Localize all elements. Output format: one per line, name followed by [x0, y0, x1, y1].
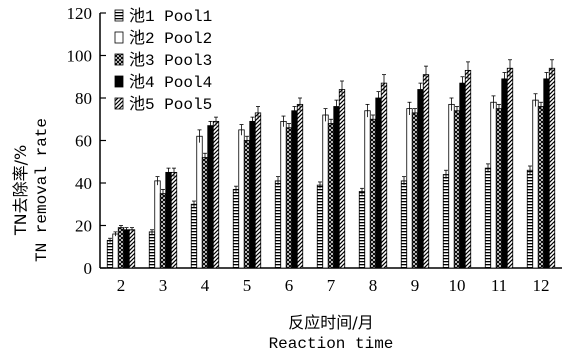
- x-tick-label: 6: [285, 276, 294, 295]
- tick-labels: 0 20 40 60 80 100 120 2 3 4 5 6 7 8 9 10 11 12: [67, 4, 550, 295]
- y-tick-label: 100: [67, 47, 93, 66]
- bar-series-1-cat-10: [442, 174, 450, 269]
- y-axis-title-line2: TN removal rate: [33, 118, 51, 262]
- bar-series-4-cat-11: [501, 78, 508, 269]
- x-tick-label: 4: [201, 276, 210, 295]
- x-tick-label: 2: [117, 276, 126, 295]
- bar-series-2-cat-8: [364, 110, 371, 269]
- bar-series-5-cat-7: [338, 89, 346, 269]
- bar-series-3-cat-3: [159, 193, 167, 269]
- bar-series-4-cat-12: [543, 78, 550, 269]
- bar-series-5-cat-9: [422, 74, 430, 269]
- bar-series-2-cat-11: [490, 101, 497, 269]
- legend-swatch-3: [114, 53, 124, 66]
- bar-series-1-cat-5: [232, 188, 240, 269]
- bar-series-1-cat-2: [106, 239, 114, 269]
- bar-series-3-cat-11: [495, 108, 503, 269]
- bar-series-4-cat-6: [291, 110, 298, 269]
- legend-label-2: 池2 Pool2: [129, 29, 212, 48]
- bar-series-5-cat-6: [296, 103, 304, 269]
- legend: 池1 Pool1 池2 Pool2 池3 Pool3 池4 Pool4 池5 Pool5: [114, 7, 212, 114]
- bar-series-2-cat-12: [532, 99, 539, 269]
- bar-series-2-cat-10: [448, 103, 455, 269]
- x-axis-title-line2: Reaction time: [269, 335, 394, 353]
- bar-series-5-cat-12: [548, 67, 556, 269]
- bar-series-1-cat-11: [484, 167, 492, 269]
- legend-swatch-2: [114, 31, 124, 44]
- x-tick-label: 7: [327, 276, 336, 295]
- bar-series-3-cat-5: [243, 140, 251, 269]
- x-tick-label: 11: [491, 276, 507, 295]
- bar-series-3-cat-7: [327, 123, 335, 269]
- bar-series-3-cat-10: [453, 110, 461, 269]
- bar-series-2-cat-9: [406, 108, 413, 269]
- bar-series-5-cat-3: [170, 171, 178, 269]
- bar-series-4-cat-5: [249, 120, 256, 269]
- bar-series-3-cat-8: [369, 118, 377, 269]
- bars: [106, 59, 556, 269]
- legend-label-5: 池5 Pool5: [129, 95, 212, 114]
- bar-series-4-cat-7: [333, 106, 340, 269]
- y-tick-label: 60: [75, 132, 92, 151]
- bar-series-2-cat-4: [196, 135, 203, 269]
- bar-series-5-cat-5: [254, 112, 262, 269]
- bar-series-2-cat-3: [154, 180, 161, 269]
- bar-series-3-cat-9: [411, 112, 419, 269]
- bar-series-3-cat-12: [537, 106, 545, 269]
- bar-series-4-cat-4: [207, 125, 214, 269]
- y-tick-label: 120: [67, 4, 93, 23]
- bar-series-2-cat-6: [280, 120, 287, 269]
- y-tick-label: 80: [75, 89, 92, 108]
- bar-series-1-cat-9: [400, 180, 408, 269]
- x-tick-label: 12: [533, 276, 550, 295]
- legend-swatch-4: [114, 75, 124, 88]
- bar-series-2-cat-5: [238, 129, 245, 269]
- y-tick-label: 20: [75, 217, 92, 236]
- legend-label-4: 池4 Pool4: [129, 73, 212, 92]
- bar-series-5-cat-4: [212, 120, 220, 269]
- legend-label-3: 池3 Pool3: [129, 51, 212, 70]
- bar-series-5-cat-11: [506, 67, 514, 269]
- x-tick-label: 8: [369, 276, 378, 295]
- x-tick-label: 5: [243, 276, 252, 295]
- bar-series-5-cat-8: [380, 82, 388, 269]
- y-axis-title-line1: TN去除率/%: [11, 145, 30, 236]
- x-tick-label: 10: [449, 276, 466, 295]
- y-tick-label: 40: [75, 174, 92, 193]
- bar-series-3-cat-2: [117, 227, 125, 269]
- bar-series-4-cat-2: [123, 229, 130, 269]
- bar-series-4-cat-10: [459, 82, 466, 269]
- bar-series-1-cat-3: [148, 231, 156, 269]
- bar-series-1-cat-8: [358, 191, 366, 269]
- bar-series-4-cat-9: [417, 89, 424, 269]
- bar-series-4-cat-3: [165, 171, 172, 269]
- bar-series-3-cat-4: [201, 157, 209, 269]
- legend-swatch-1: [114, 9, 124, 22]
- bar-series-1-cat-4: [190, 203, 198, 269]
- bar-series-5-cat-10: [464, 69, 472, 269]
- bar-series-2-cat-2: [112, 233, 119, 269]
- bar-series-3-cat-6: [285, 127, 293, 269]
- bar-series-1-cat-6: [274, 180, 282, 269]
- legend-swatch-5: [114, 97, 124, 110]
- y-tick-label: 0: [84, 259, 93, 278]
- bar-series-2-cat-7: [322, 114, 329, 269]
- bar-series-1-cat-7: [316, 184, 324, 269]
- bar-series-1-cat-12: [526, 169, 534, 269]
- x-axis-title-line1: 反应时间/月: [288, 313, 373, 332]
- x-tick-label: 3: [159, 276, 168, 295]
- bar-series-5-cat-2: [128, 229, 136, 269]
- legend-label-1: 池1 Pool1: [129, 7, 212, 26]
- x-tick-label: 9: [411, 276, 420, 295]
- bar-series-4-cat-8: [375, 97, 382, 269]
